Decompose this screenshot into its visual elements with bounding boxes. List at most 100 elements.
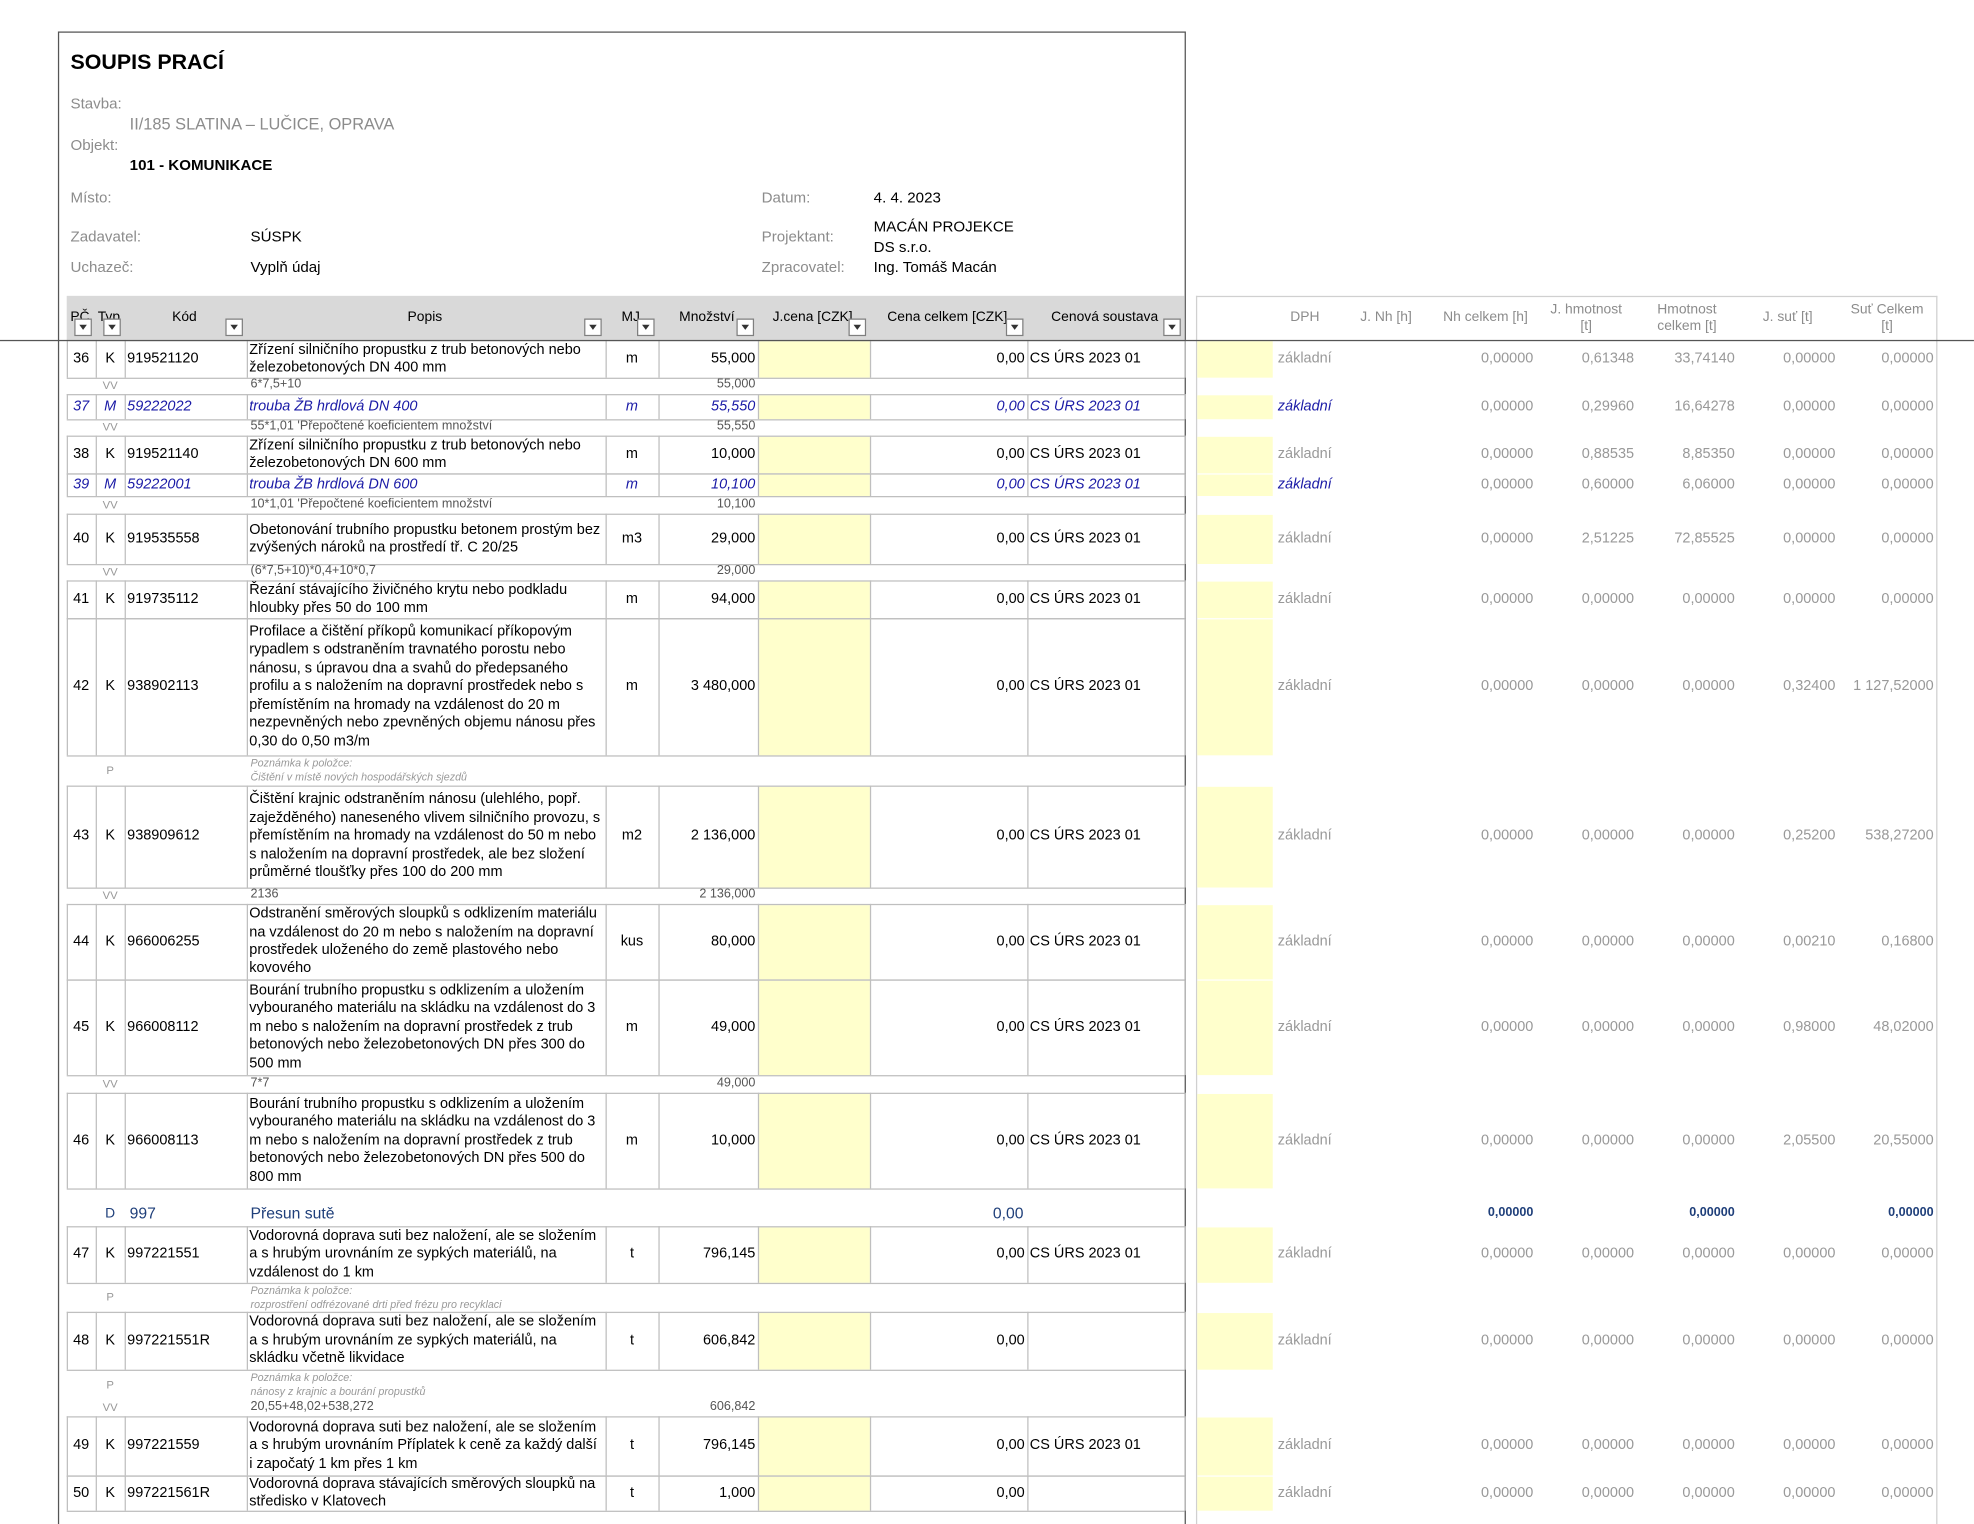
input-cell xyxy=(759,1417,870,1476)
grid-line xyxy=(66,513,1185,515)
cell: 0,98000 xyxy=(1783,1019,1836,1035)
cell: 0,61348 xyxy=(1581,350,1635,367)
filter-button[interactable] xyxy=(848,318,867,337)
cell: K xyxy=(105,1438,115,1454)
grid-line xyxy=(1184,1226,1186,1283)
filter-button[interactable] xyxy=(736,318,755,337)
grid-line xyxy=(869,1311,872,1370)
label: Uchazeč: xyxy=(70,258,134,276)
grid-line xyxy=(124,1475,126,1511)
cell: 3 480,000 xyxy=(690,678,756,695)
grid-line xyxy=(66,1475,68,1511)
cell: 48 xyxy=(73,1332,90,1349)
cell: základní xyxy=(1277,1132,1332,1148)
grid-line xyxy=(66,513,68,564)
cell: 80,000 xyxy=(711,933,756,949)
grid-line xyxy=(1184,979,1186,1076)
cell: 38 xyxy=(73,446,90,462)
grid-line xyxy=(66,496,1185,498)
grid-line xyxy=(124,785,126,888)
cell: K xyxy=(105,1246,115,1262)
cell: 8,85350 xyxy=(1682,446,1735,462)
cell: 0,00000 xyxy=(1480,476,1534,492)
grid-line xyxy=(66,887,1185,889)
cell: Vodorovná doprava stávajících směrových … xyxy=(249,1476,596,1510)
cell: 0,00000 xyxy=(1783,1332,1836,1349)
input-cell xyxy=(759,980,870,1076)
grid-line xyxy=(1027,618,1029,756)
cell: 0,00 xyxy=(996,933,1025,949)
section-name: Přesun sutě xyxy=(250,1204,335,1223)
note: nánosy z krajnic a bourání propustků xyxy=(250,1384,426,1398)
grid-line xyxy=(66,473,68,497)
filter-button[interactable] xyxy=(103,318,121,337)
grid-line xyxy=(605,1416,607,1476)
value: MACÁN PROJEKCE xyxy=(873,217,1014,236)
cell: 6,06000 xyxy=(1682,476,1735,492)
cell: 36 xyxy=(73,350,90,367)
cell: 0,00000 xyxy=(1881,446,1934,462)
grid-line xyxy=(246,1475,249,1511)
cell: 966008113 xyxy=(127,1132,199,1148)
grid-line xyxy=(658,1475,660,1511)
grid-line xyxy=(95,580,97,619)
grid-line xyxy=(1184,513,1186,564)
value: II/185 SLATINA – LUČICE, OPRAVA xyxy=(129,114,395,134)
quantity: 10,100 xyxy=(716,497,756,511)
grid-line xyxy=(757,1475,760,1511)
label: Objekt: xyxy=(70,135,119,154)
grid-line xyxy=(605,1475,607,1511)
grid-line xyxy=(658,1416,660,1476)
note: rozprostření odfrézované drti před frézu… xyxy=(250,1297,502,1311)
grid-line xyxy=(246,580,249,619)
cell: Vodorovná doprava suti bez naložení, ale… xyxy=(249,1228,597,1280)
cell: 0,00000 xyxy=(1682,1246,1735,1262)
label: Datum: xyxy=(761,188,811,207)
grid-line xyxy=(1184,1416,1186,1476)
grid-line xyxy=(66,563,1185,566)
grid-line xyxy=(605,1311,607,1370)
formula: 55*1,01 'Přepočtené koeficientem množstv… xyxy=(250,419,493,434)
grid-line xyxy=(95,785,97,888)
filter-button[interactable] xyxy=(584,318,602,337)
grid-line xyxy=(1184,1475,1186,1511)
filter-button[interactable] xyxy=(74,318,92,337)
filter-button[interactable] xyxy=(1005,318,1024,337)
column-header: Popis xyxy=(407,309,443,325)
cell: 0,00000 xyxy=(1480,398,1534,414)
cell: trouba ŽB hrdlová DN 400 xyxy=(249,398,418,414)
grid-line xyxy=(757,1226,760,1283)
grid-line xyxy=(95,618,97,756)
column-header: Suť Celkem [t] xyxy=(1850,301,1924,333)
cell: 10,000 xyxy=(711,446,756,462)
cell: 0,00 xyxy=(996,350,1025,367)
grid-line xyxy=(605,580,607,619)
cell: 0,00000 xyxy=(1881,1485,1934,1501)
input-cell xyxy=(1197,341,1273,378)
grid-line xyxy=(95,394,97,420)
grid-line xyxy=(246,339,249,378)
grid-line xyxy=(605,394,607,420)
grid-line xyxy=(95,1226,97,1283)
grid-line xyxy=(246,513,249,564)
cell: trouba ŽB hrdlová DN 600 xyxy=(249,476,418,492)
cell: Profilace a čištění příkopů komunikací p… xyxy=(249,624,596,749)
grid-line xyxy=(1027,473,1029,497)
filter-button[interactable] xyxy=(225,318,243,337)
grid-line xyxy=(246,394,249,420)
grid-line xyxy=(124,1092,126,1189)
cell: 2,05500 xyxy=(1783,1132,1836,1148)
cell: 0,00000 xyxy=(1783,476,1836,492)
grid-line xyxy=(246,979,249,1076)
filter-button[interactable] xyxy=(637,318,655,337)
grid-line xyxy=(124,339,126,378)
input-cell xyxy=(759,1227,870,1283)
cell: 966008112 xyxy=(127,1019,199,1035)
cell: CS ÚRS 2023 01 xyxy=(1029,476,1141,492)
column-header: J. hmotnost [t] xyxy=(1550,301,1622,333)
filter-button[interactable] xyxy=(1163,318,1181,337)
value: DS s.r.o. xyxy=(873,237,932,256)
grid-line xyxy=(246,1311,249,1370)
cell: základní xyxy=(1277,678,1332,695)
cell: 0,00000 xyxy=(1682,1485,1735,1501)
